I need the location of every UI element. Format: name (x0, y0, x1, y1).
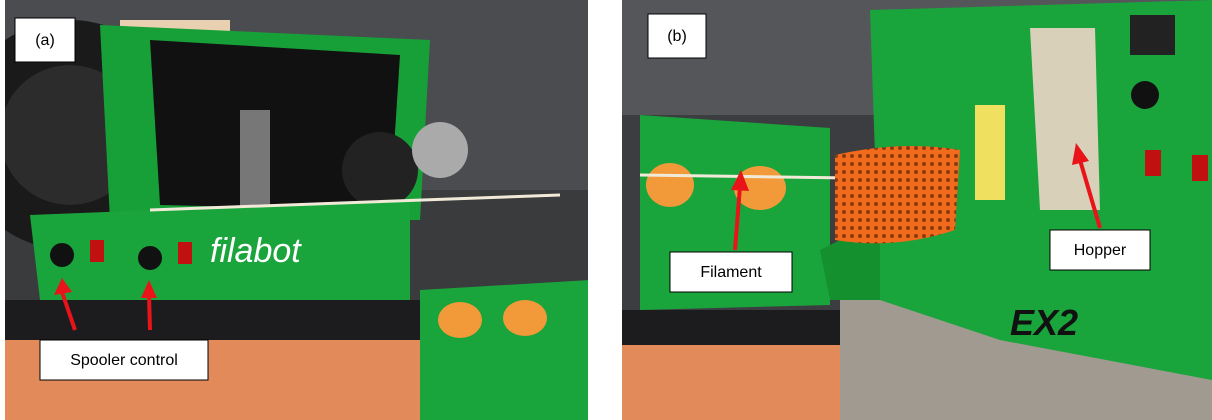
photo-a: filabot (a) Spooler control (0, 0, 590, 420)
figure: filabot (a) Spooler control EX2 (0, 0, 1212, 420)
photo-b: EX2 (b) Filament Hopper (622, 0, 1212, 420)
extruder (420, 280, 590, 420)
cabinet (622, 340, 842, 420)
vent (503, 300, 547, 336)
hopper-window (1030, 28, 1100, 210)
brand-text: filabot (210, 232, 302, 270)
switch (1192, 155, 1208, 181)
display (1130, 15, 1175, 55)
gauge (412, 122, 468, 178)
vent (438, 302, 482, 338)
brand-text: EX2 (1010, 302, 1078, 343)
callout: Spooler control (70, 352, 178, 369)
knob (50, 243, 74, 267)
caution-label (975, 105, 1005, 200)
panel-label: (b) (667, 28, 687, 45)
arrow (149, 296, 150, 330)
switch (178, 242, 192, 264)
knob (138, 246, 162, 270)
callout: Filament (700, 264, 762, 281)
switch (90, 240, 104, 262)
knob (1131, 81, 1159, 109)
switch (1145, 150, 1161, 176)
panel-label: (a) (35, 32, 55, 49)
puller (342, 132, 418, 208)
mesh-guard (835, 146, 960, 243)
callout: Hopper (1074, 242, 1127, 259)
vent (646, 163, 694, 207)
